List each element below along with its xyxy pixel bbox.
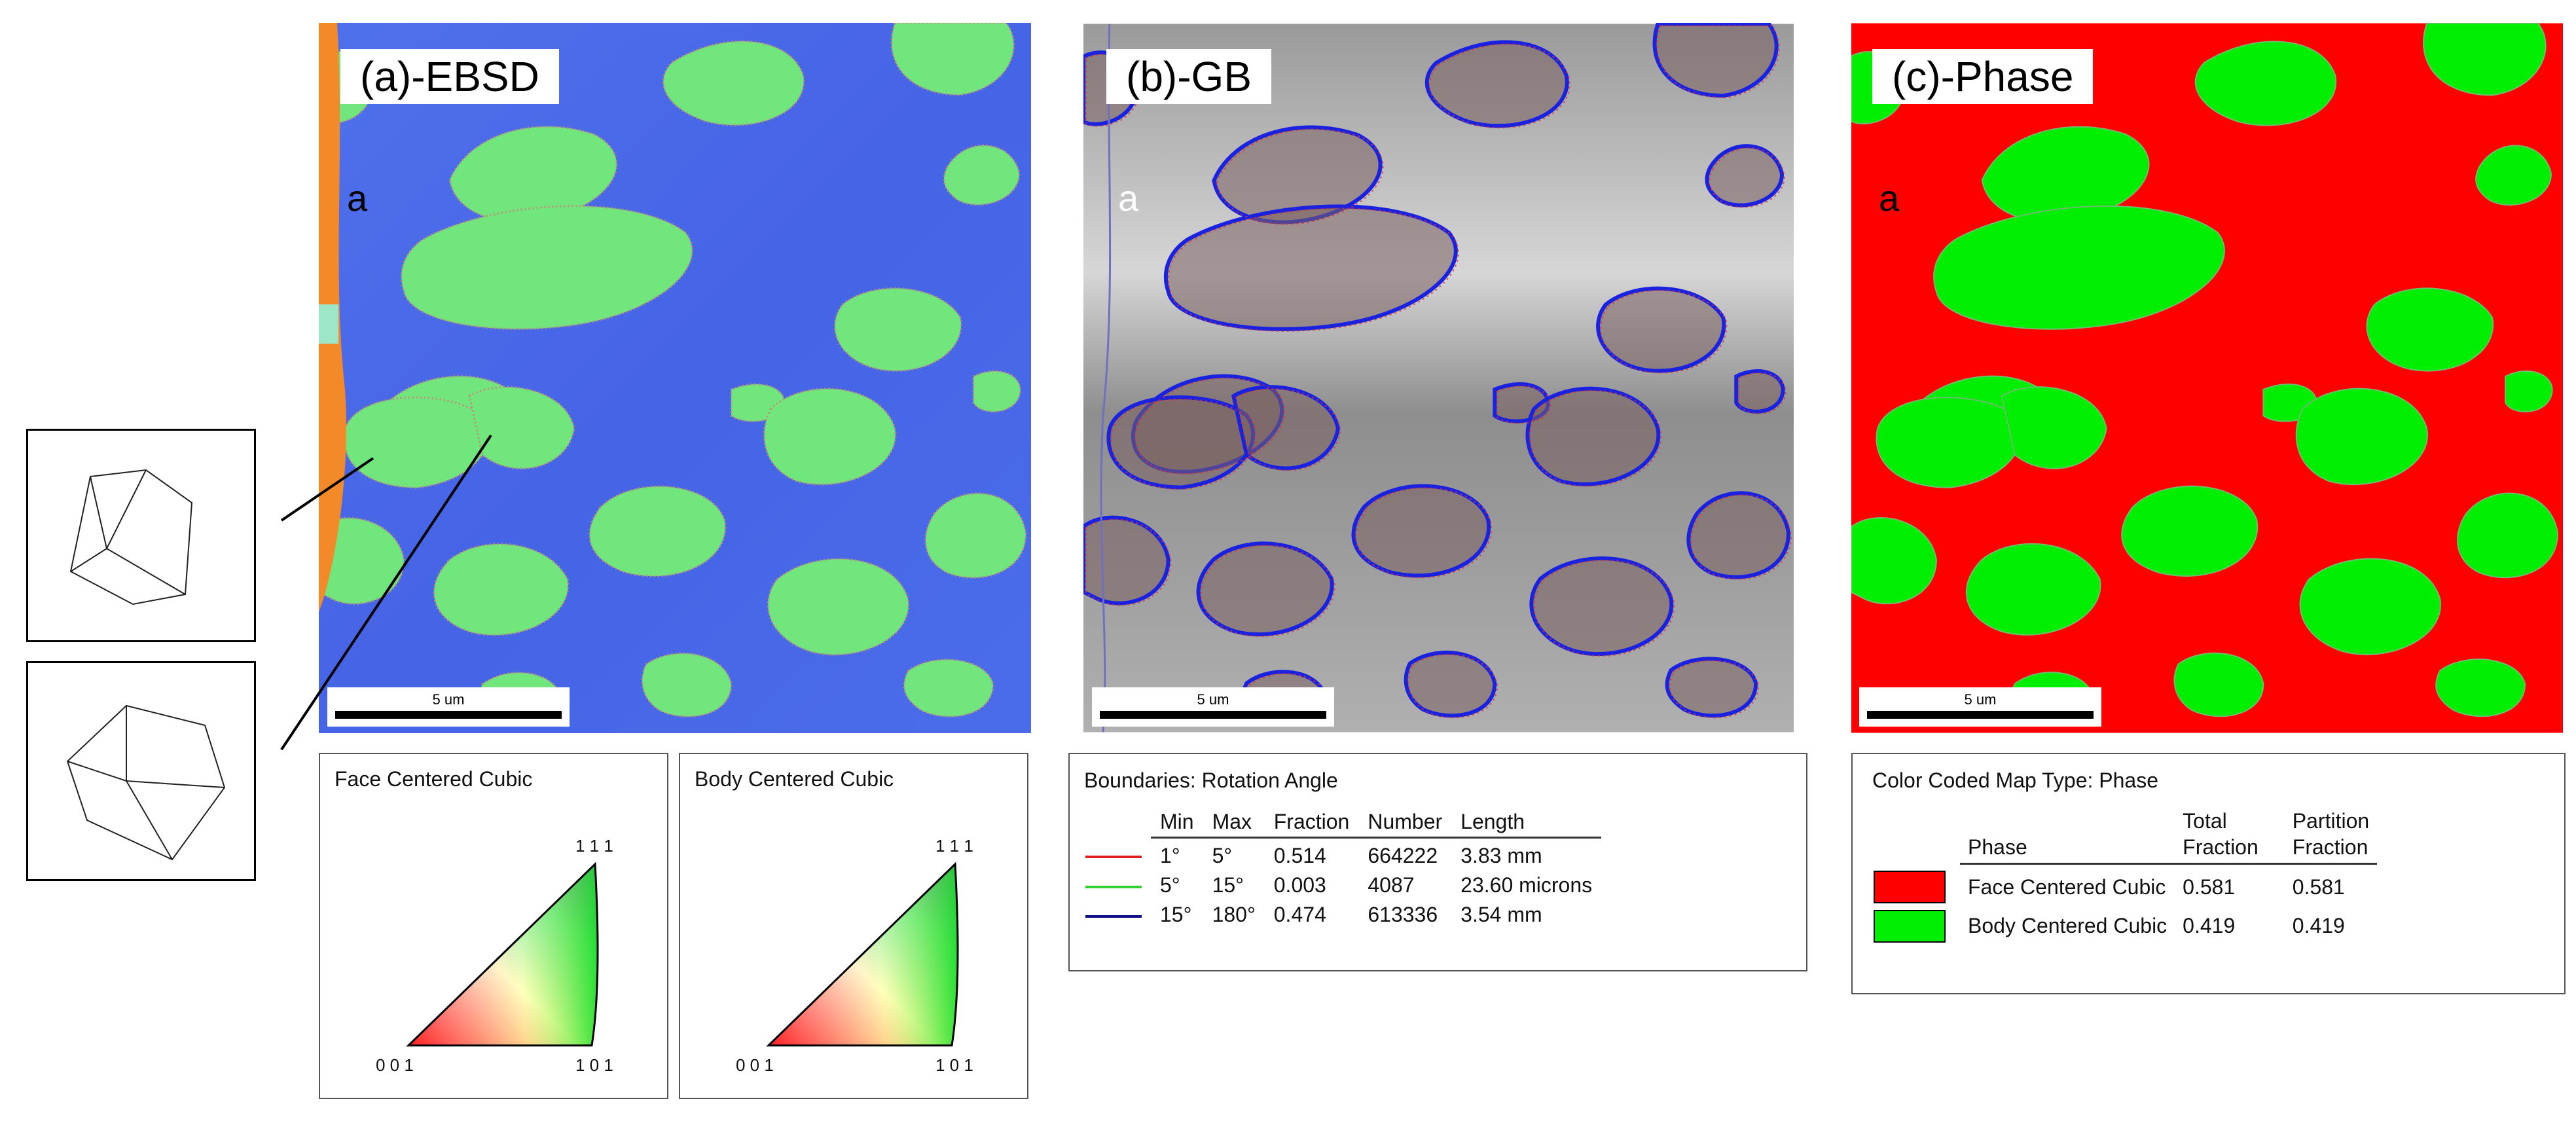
ipf-bcc-corner-001: 0 0 1 bbox=[736, 1055, 774, 1075]
phase-swatch-fcc bbox=[1874, 870, 1946, 903]
gb-fraction: 0.003 bbox=[1273, 873, 1326, 897]
phase-header-total: Total Fraction bbox=[2175, 808, 2285, 865]
gb-fraction: 0.514 bbox=[1273, 844, 1326, 867]
gb-max: 15° bbox=[1212, 873, 1244, 897]
panel-c-scale-bar: 5 um bbox=[1859, 687, 2101, 727]
ipf-legend-fcc: Face Centered Cubic 0 0 1 1 0 1 1 1 1 bbox=[319, 753, 668, 1099]
gb-legend: Boundaries: Rotation Angle Min Max Fract… bbox=[1068, 753, 1807, 971]
panel-a-scale-bar: 5 um bbox=[327, 687, 570, 727]
gb-number: 613336 bbox=[1368, 903, 1438, 926]
gb-min: 15° bbox=[1160, 903, 1192, 926]
gb-line-swatch bbox=[1085, 855, 1142, 858]
crystal-box-lower bbox=[26, 661, 256, 881]
phase-header-partition: Partition Fraction bbox=[2284, 808, 2378, 865]
panel-c-scale-line bbox=[1867, 711, 2094, 719]
panel-a-scale-text: 5 um bbox=[432, 691, 465, 708]
phase-header-total-1: Total bbox=[2183, 809, 2227, 833]
ipf-fcc-corner-101: 1 0 1 bbox=[575, 1055, 613, 1075]
phase-total: 0.419 bbox=[2183, 914, 2236, 937]
gb-row: 15° 180° 0.474 613336 3.54 mm bbox=[1076, 897, 1601, 927]
phase-legend: Color Coded Map Type: Phase Phase Total … bbox=[1851, 753, 2566, 994]
cube-icon bbox=[69, 469, 193, 606]
phase-header-phase: Phase bbox=[1960, 808, 2175, 865]
panel-b-scale-text: 5 um bbox=[1197, 691, 1229, 708]
phase-name: Face Centered Cubic bbox=[1968, 875, 2166, 899]
phase-header-row: Phase Total Fraction Partition Fraction bbox=[1866, 808, 2378, 865]
gb-header-row: Min Max Fraction Number Length bbox=[1076, 810, 1602, 839]
ipf-legend-bcc: Body Centered Cubic 0 0 1 1 0 1 1 1 1 bbox=[679, 753, 1028, 1099]
phase-legend-table: Phase Total Fraction Partition Fraction … bbox=[1866, 808, 2378, 943]
gb-min: 5° bbox=[1160, 873, 1180, 897]
ipf-bcc-corner-111: 1 1 1 bbox=[935, 836, 973, 856]
gb-header-number: Number bbox=[1358, 810, 1452, 839]
phase-row: Body Centered Cubic 0.419 0.419 bbox=[1866, 903, 2377, 943]
phase-total: 0.581 bbox=[2183, 875, 2236, 899]
gb-max: 180° bbox=[1212, 903, 1256, 926]
panel-c-label: (c)-Phase bbox=[1872, 49, 2094, 104]
gb-map bbox=[1083, 23, 1794, 733]
phase-legend-title: Color Coded Map Type: Phase bbox=[1872, 769, 2158, 792]
cube-icon bbox=[66, 704, 226, 861]
panel-a-phase-marker: a bbox=[347, 177, 368, 219]
gb-header-min: Min bbox=[1151, 810, 1203, 839]
ipf-fcc-corner-111: 1 1 1 bbox=[575, 836, 613, 856]
phase-swatch-bcc bbox=[1874, 909, 1946, 943]
gb-fraction: 0.474 bbox=[1273, 903, 1326, 926]
gb-max: 5° bbox=[1212, 844, 1233, 867]
panel-b-label: (b)-GB bbox=[1106, 49, 1271, 104]
panel-a-label: (a)-EBSD bbox=[340, 49, 559, 104]
ipf-bcc-title: Body Centered Cubic bbox=[695, 767, 894, 791]
gb-header-length: Length bbox=[1451, 810, 1602, 839]
panel-b-scale-line bbox=[1100, 711, 1326, 719]
gb-length: 3.83 mm bbox=[1460, 844, 1542, 867]
gb-line-swatch bbox=[1085, 885, 1142, 888]
gb-row: 5° 15° 0.003 4087 23.60 microns bbox=[1076, 868, 1601, 897]
crystal-box-upper bbox=[26, 429, 256, 642]
gb-number: 4087 bbox=[1368, 873, 1415, 897]
panel-c-scale-text: 5 um bbox=[1964, 691, 1997, 708]
phase-partition: 0.581 bbox=[2292, 875, 2345, 899]
ebsd-map bbox=[319, 23, 1031, 733]
gb-legend-table: Min Max Fraction Number Length 1° 5° 0.5… bbox=[1076, 810, 1602, 927]
ipf-triangle bbox=[406, 861, 599, 1047]
gb-min: 1° bbox=[1160, 844, 1180, 867]
phase-map bbox=[1851, 23, 2563, 733]
gb-header-fraction: Fraction bbox=[1264, 810, 1359, 839]
gb-row: 1° 5° 0.514 664222 3.83 mm bbox=[1076, 838, 1601, 869]
phase-header-total-2: Fraction bbox=[2183, 835, 2259, 859]
gb-length: 3.54 mm bbox=[1460, 903, 1542, 926]
gb-header-max: Max bbox=[1203, 810, 1265, 839]
panel-b-phase-marker: a bbox=[1118, 177, 1139, 219]
gb-legend-title: Boundaries: Rotation Angle bbox=[1084, 769, 1338, 792]
ipf-bcc-corner-101: 1 0 1 bbox=[935, 1055, 973, 1075]
ipf-triangle bbox=[766, 861, 959, 1047]
gb-line-swatch bbox=[1085, 914, 1142, 918]
panel-a-scale-line bbox=[335, 711, 562, 719]
phase-partition: 0.419 bbox=[2292, 914, 2345, 937]
phase-header-part-2: Fraction bbox=[2292, 835, 2368, 859]
gb-number: 664222 bbox=[1368, 844, 1438, 867]
phase-name: Body Centered Cubic bbox=[1968, 914, 2168, 937]
phase-row: Face Centered Cubic 0.581 0.581 bbox=[1866, 864, 2377, 903]
phase-header-part-1: Partition bbox=[2292, 809, 2370, 833]
gb-length: 23.60 microns bbox=[1460, 873, 1593, 897]
panel-c-phase-marker: a bbox=[1879, 177, 1900, 219]
ipf-fcc-title: Face Centered Cubic bbox=[335, 767, 533, 791]
panel-b-scale-bar: 5 um bbox=[1092, 687, 1334, 727]
ipf-fcc-corner-001: 0 0 1 bbox=[376, 1055, 414, 1075]
